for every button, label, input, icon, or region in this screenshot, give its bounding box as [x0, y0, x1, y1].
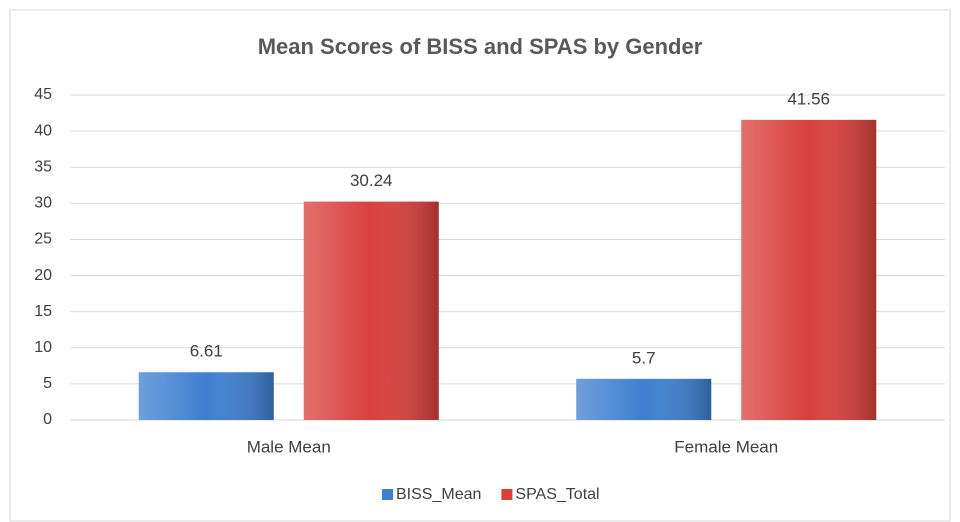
- legend-swatch: [382, 489, 393, 500]
- legend-label: BISS_Mean: [396, 486, 481, 503]
- y-tick-label: 15: [34, 303, 52, 320]
- y-tick-label: 30: [34, 195, 52, 212]
- x-tick-label: Male Mean: [247, 437, 331, 456]
- data-label: 41.56: [787, 89, 830, 108]
- chart-title: Mean Scores of BISS and SPAS by Gender: [258, 34, 703, 59]
- bar-shade: [138, 372, 274, 420]
- data-label: 6.61: [190, 342, 223, 361]
- x-tick-label: Female Mean: [674, 437, 778, 456]
- y-tick-label: 20: [34, 267, 52, 284]
- legend-swatch: [501, 489, 513, 500]
- data-label: 30.24: [350, 171, 393, 190]
- y-tick-label: 25: [34, 231, 52, 248]
- y-tick-label: 40: [34, 122, 52, 139]
- y-tick-label: 10: [34, 339, 52, 356]
- y-tick-label: 35: [34, 158, 52, 175]
- bar-shade: [303, 201, 439, 420]
- y-tick-label: 5: [43, 375, 52, 392]
- data-label: 5.7: [632, 348, 656, 367]
- bar-shade: [741, 119, 877, 420]
- bar-shade: [576, 378, 712, 420]
- legend-label: SPAS_Total: [515, 486, 599, 503]
- y-tick-label: 45: [34, 86, 52, 103]
- y-tick-label: 0: [43, 411, 52, 428]
